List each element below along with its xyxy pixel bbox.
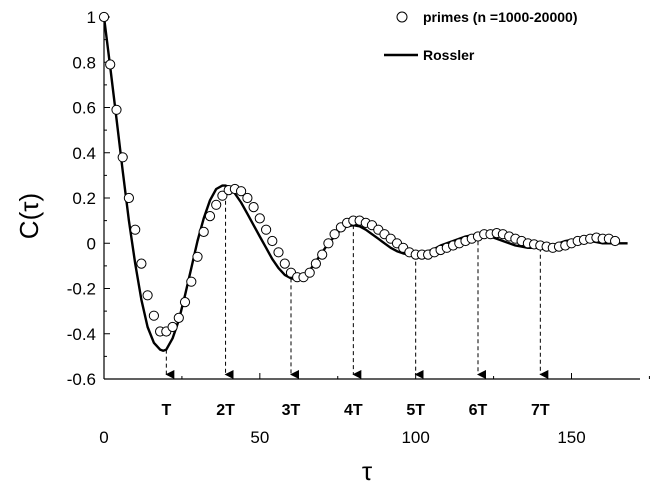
primes-point xyxy=(123,192,134,204)
primes-point xyxy=(317,249,328,260)
primes-point xyxy=(329,229,340,240)
y-tick-label: 0.6 xyxy=(72,99,96,118)
primes-point xyxy=(323,238,334,249)
primes-point xyxy=(279,258,290,269)
primes-point xyxy=(242,192,253,204)
period-annotations: T 2T 3T 4T 5T 6T 7T xyxy=(161,186,550,419)
primes-point xyxy=(198,226,209,237)
x-tick-label: 0 xyxy=(99,428,108,447)
legend-label-primes: primes (n =1000-20000) xyxy=(423,9,577,25)
primes-series xyxy=(98,11,621,337)
primes-point xyxy=(117,152,128,163)
y-tick-label: 0.2 xyxy=(72,189,96,208)
primes-point xyxy=(148,310,159,321)
primes-point xyxy=(111,104,122,115)
period-label: 6T xyxy=(469,402,488,419)
primes-point xyxy=(186,276,197,287)
primes-point xyxy=(248,202,259,213)
period-label: 3T xyxy=(282,402,301,419)
period-label: 4T xyxy=(344,402,363,419)
y-tick-label: 0.4 xyxy=(72,144,96,163)
y-tick-label: -0.4 xyxy=(67,325,96,344)
primes-point xyxy=(217,190,228,201)
primes-point xyxy=(142,290,153,301)
period-label: 7T xyxy=(531,402,550,419)
primes-point xyxy=(204,211,216,222)
primes-point xyxy=(304,267,315,278)
primes-point xyxy=(273,247,284,258)
x-tick-label: 50 xyxy=(250,428,269,447)
legend-marker-primes xyxy=(396,11,408,23)
y-axis-title: C(τ) xyxy=(14,193,44,239)
primes-point xyxy=(267,235,278,247)
y-tick-label: 0.8 xyxy=(72,53,96,72)
primes-point xyxy=(254,213,265,224)
primes-point xyxy=(610,235,621,247)
legend: primes (n =1000-20000) Rossler xyxy=(384,9,577,63)
period-label: 2T xyxy=(216,402,235,419)
primes-point xyxy=(98,11,110,23)
y-tick-label: -0.2 xyxy=(67,280,96,299)
primes-point xyxy=(261,224,272,235)
legend-label-rossler: Rossler xyxy=(423,47,475,63)
primes-point xyxy=(130,224,141,235)
primes-point xyxy=(192,251,203,262)
period-label: 5T xyxy=(406,402,425,419)
y-tick-label: -0.6 xyxy=(67,370,96,389)
primes-point xyxy=(173,312,184,323)
primes-point xyxy=(105,59,116,70)
y-tick-label: 1 xyxy=(87,8,96,27)
primes-point xyxy=(136,258,147,269)
y-tick-label: 0 xyxy=(87,234,96,253)
x-tick-label: 150 xyxy=(557,428,585,447)
primes-point xyxy=(167,321,178,333)
primes-point xyxy=(236,186,247,197)
period-label: T xyxy=(161,402,171,419)
primes-point xyxy=(310,258,321,269)
x-axis-title: τ xyxy=(362,456,373,486)
primes-point xyxy=(179,297,191,308)
axes: 1 0.8 0.6 0.4 0.2 0 -0.2 -0.4 -0.6 0 50 100 150 xyxy=(67,8,650,447)
x-tick-label: 100 xyxy=(401,428,429,447)
primes-point xyxy=(211,199,222,210)
